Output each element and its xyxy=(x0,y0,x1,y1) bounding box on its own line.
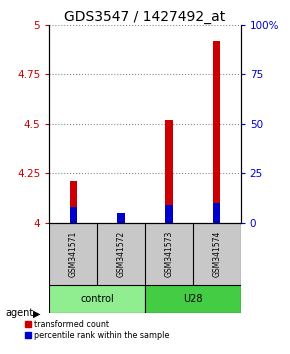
Text: GSM341573: GSM341573 xyxy=(164,231,173,277)
Text: GSM341571: GSM341571 xyxy=(69,231,78,277)
Text: ▶: ▶ xyxy=(33,308,41,318)
Bar xyxy=(165,120,173,223)
Bar xyxy=(213,203,220,223)
Bar xyxy=(70,207,77,223)
Bar xyxy=(70,181,77,223)
Text: agent: agent xyxy=(6,308,34,318)
Bar xyxy=(145,285,241,313)
Title: GDS3547 / 1427492_at: GDS3547 / 1427492_at xyxy=(64,10,226,24)
Text: GSM341572: GSM341572 xyxy=(117,231,126,277)
Bar xyxy=(49,285,145,313)
Bar xyxy=(117,213,125,223)
Legend: transformed count, percentile rank within the sample: transformed count, percentile rank withi… xyxy=(25,320,170,340)
Bar xyxy=(165,205,173,223)
Bar xyxy=(117,219,125,223)
Text: control: control xyxy=(80,294,114,304)
Text: GSM341574: GSM341574 xyxy=(212,231,221,277)
Bar xyxy=(213,41,220,223)
Text: U28: U28 xyxy=(183,294,203,304)
